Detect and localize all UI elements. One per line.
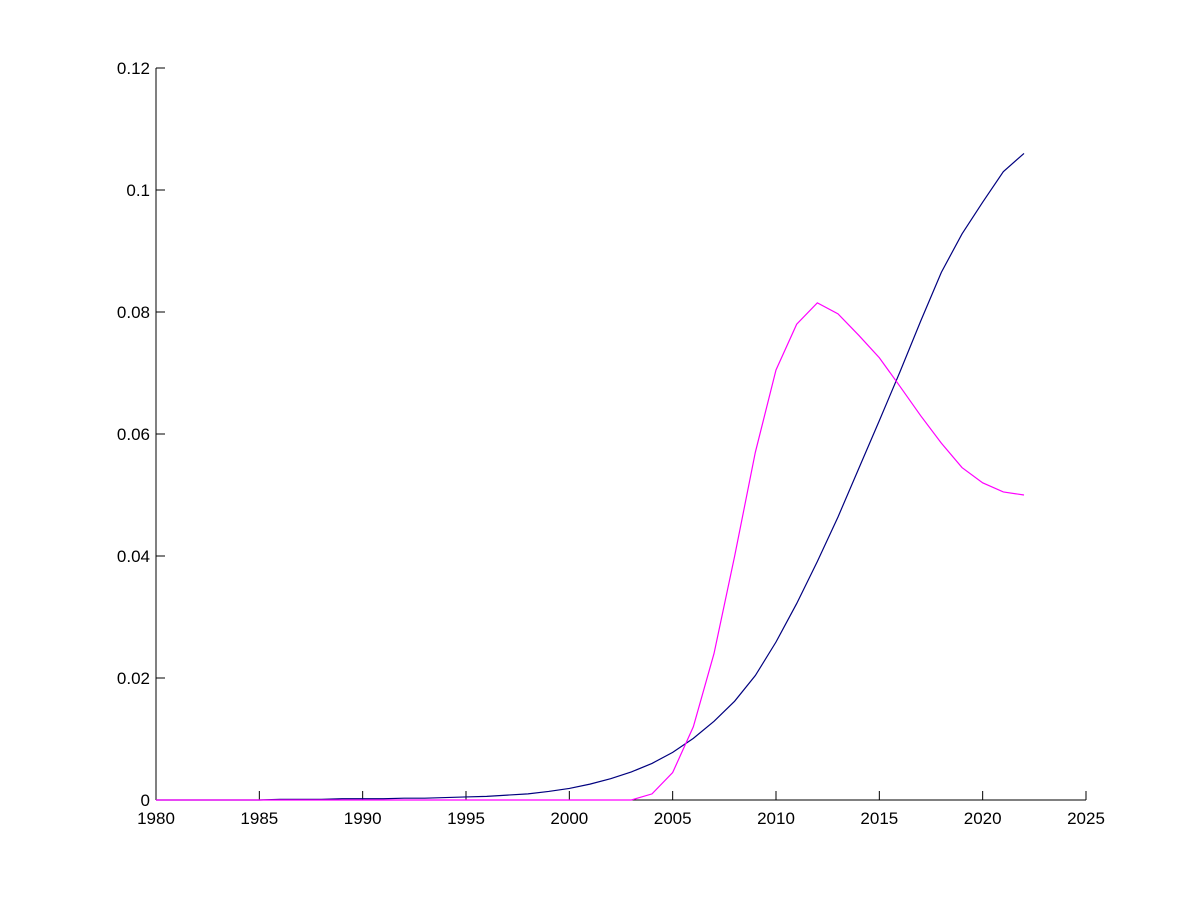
y-tick-label: 0.12	[117, 59, 150, 78]
x-tick-label: 2025	[1067, 809, 1105, 828]
x-tick-label: 2005	[654, 809, 692, 828]
y-tick-label: 0.1	[126, 181, 150, 200]
y-tick-label: 0.02	[117, 669, 150, 688]
series-line	[156, 152, 1025, 801]
y-tick-label: 0.04	[117, 547, 150, 566]
x-tick-label: 1995	[447, 809, 485, 828]
y-tick-label: 0.06	[117, 425, 150, 444]
x-tick-label: 2000	[550, 809, 588, 828]
x-tick-label: 2020	[964, 809, 1002, 828]
x-tick-label: 2015	[860, 809, 898, 828]
x-tick-label: 1985	[240, 809, 278, 828]
x-tick-label: 2010	[757, 809, 795, 828]
x-tick-label: 1990	[344, 809, 382, 828]
y-tick-label: 0	[141, 791, 150, 810]
x-tick-label: 1980	[137, 809, 175, 828]
y-tick-label: 0.08	[117, 303, 150, 322]
series-line	[156, 302, 1025, 801]
